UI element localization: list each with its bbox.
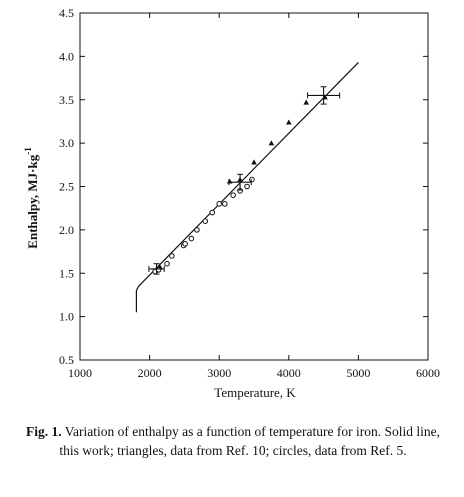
circle-point: [188, 235, 195, 242]
y-tick-label-0.5: 0.5: [59, 353, 74, 367]
circle-point: [164, 260, 170, 267]
x-axis-label: Temperature, K: [214, 385, 296, 400]
figure-caption: Fig. 1. Variation of enthalpy as a funct…: [18, 422, 448, 460]
x-tick-label-1000: 1000: [68, 366, 92, 380]
enthalpy-chart: 1000 2000 3000 4000 5000 6000 0.5 1.0 1.5 2.0 2.5 3…: [23, 6, 440, 400]
series-line-this-work: [135, 61, 359, 313]
circle-point: [230, 192, 236, 198]
circle-point: [244, 183, 250, 190]
triangle-point: [268, 140, 275, 146]
x-tick-label-3000: 3000: [207, 366, 231, 380]
caption-label: Fig. 1.: [25, 424, 62, 439]
y-tick-label-1.0: 1.0: [59, 310, 74, 324]
x-tick-label-4000: 4000: [277, 366, 301, 380]
y-axis-label-group: Enthalpy, MJ·kg-1: [23, 147, 40, 249]
chart-axes: [79, 12, 429, 361]
triangle-point: [286, 119, 292, 125]
circle-point: [209, 209, 216, 216]
circle-point: [221, 201, 228, 207]
y-tick-label-4.5: 4.5: [59, 6, 74, 20]
triangle-point: [226, 178, 233, 184]
error-bars: [148, 86, 341, 275]
circle-point: [202, 218, 209, 224]
caption-text: Variation of enthalpy as a function of t…: [59, 424, 441, 458]
y-tick-label-2.5: 2.5: [59, 180, 74, 194]
chart-ticks: 1000 2000 3000 4000 5000 6000 0.5 1.0 1.5 2.0 2.5 3…: [59, 6, 440, 380]
y-tick-label-3.0: 3.0: [59, 136, 74, 150]
y-tick-label-2.0: 2.0: [59, 223, 74, 237]
x-tick-label-6000: 6000: [416, 366, 440, 380]
x-tick-label-5000: 5000: [346, 366, 370, 380]
triangle-point: [303, 99, 309, 105]
y-tick-label-1.5: 1.5: [59, 266, 74, 280]
this-work-curve: [135, 61, 359, 313]
y-axis-label: Enthalpy, MJ·kg-1: [23, 147, 40, 249]
triangle-point: [251, 159, 257, 165]
x-tick-label-2000: 2000: [138, 366, 162, 380]
plot-frame: [79, 12, 429, 361]
circle-point: [194, 227, 200, 233]
y-tick-label-3.5: 3.5: [59, 93, 74, 107]
y-tick-label-4.0: 4.0: [59, 49, 74, 63]
y-axis-label-text: Enthalpy, MJ·kg: [25, 154, 40, 248]
circle-point: [182, 240, 188, 247]
circle-point: [216, 201, 222, 207]
circle-point: [169, 253, 175, 259]
circle-point: [249, 176, 255, 183]
y-axis-label-superscript: -1: [23, 147, 33, 155]
